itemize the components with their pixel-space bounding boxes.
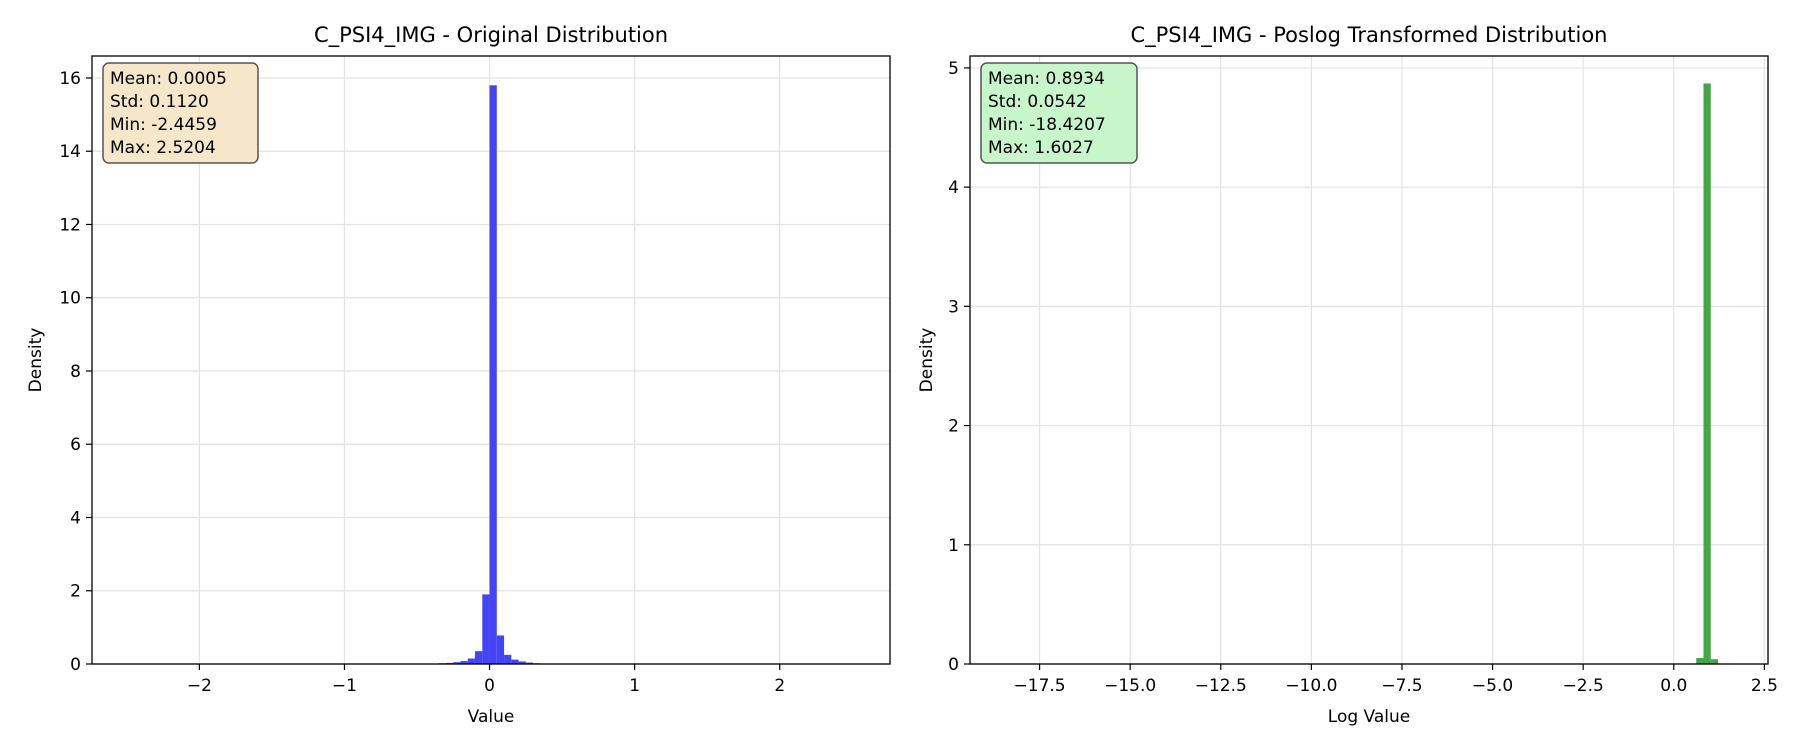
y-tick-label: 1 [948,536,959,556]
plot-frame [91,55,891,665]
chart-title: C_PSI4_IMG - Poslog Transformed Distribu… [1130,23,1607,48]
histogram-bar [525,662,534,664]
histogram-bar [460,661,468,664]
y-tick-label: 2 [70,582,81,602]
x-tick-label: 2 [774,676,785,696]
histogram-bar [453,662,461,664]
y-tick-label: 8 [70,362,81,382]
histogram-bar [475,651,483,664]
poslog-distribution-panel: −17.5 −15.0 −12.5 −10.0 −7.5 −5.0 −2.5 0.0 2.5 0… [917,23,1778,727]
histogram-bar [518,661,526,664]
y-tick-label: 12 [59,215,81,235]
x-tick-label: −12.5 [1195,676,1247,696]
stats-box: Mean: 0.0005 Std: 0.1120 Min: -2.4459 Ma… [102,62,259,164]
y-tick-label: 5 [948,59,959,79]
y-tick-label: 10 [59,289,81,309]
x-tick-label: 0 [484,676,495,696]
y-axis-label: Density [26,328,46,393]
y-axis-ticks: 0 1 2 3 4 5 [948,59,970,675]
histogram-bar [496,635,505,664]
stats-mean: Mean: 0.8934 [988,69,1105,89]
x-tick-label: −5.0 [1472,676,1513,696]
histogram-bar [1703,83,1711,664]
histogram-bars [431,85,548,665]
stats-std: Std: 0.0542 [988,92,1087,112]
stats-mean: Mean: 0.0005 [110,69,227,89]
y-tick-label: 4 [70,508,81,528]
y-tick-label: 6 [70,435,81,455]
stats-box-background [980,62,1138,164]
histogram-bar [467,658,476,664]
y-tick-label: 16 [59,69,81,89]
x-axis-ticks: −17.5 −15.0 −12.5 −10.0 −7.5 −5.0 −2.5 0.0 2.5 [1014,664,1778,696]
x-tick-label: −17.5 [1014,676,1066,696]
y-tick-label: 0 [948,655,959,675]
x-tick-label: 0.0 [1660,676,1687,696]
y-axis-ticks: 0 2 4 6 8 10 12 14 16 [59,69,92,675]
y-tick-label: 2 [948,417,959,437]
y-tick-label: 4 [948,178,959,198]
x-axis-label: Log Value [1328,707,1410,727]
histogram-bar [504,654,512,664]
x-tick-label: 2.5 [1751,676,1778,696]
y-tick-label: 0 [70,655,81,675]
x-axis-ticks: −2 −1 0 1 2 [187,664,785,696]
stats-max: Max: 1.6027 [988,138,1094,158]
x-tick-label: −2.5 [1563,676,1604,696]
x-tick-label: −10.0 [1285,676,1337,696]
x-tick-label: −7.5 [1381,676,1422,696]
y-tick-label: 3 [948,297,959,317]
x-tick-label: −15.0 [1104,676,1156,696]
chart-title: C_PSI4_IMG - Original Distribution [314,23,668,48]
histogram-bar [1696,658,1704,664]
x-tick-label: −1 [332,676,357,696]
histogram-bar [1710,659,1718,664]
histogram-bar [482,594,490,664]
stats-box: Mean: 0.8934 Std: 0.0542 Min: -18.4207 M… [980,62,1138,164]
y-axis-label: Density [917,328,937,393]
histogram-bar [511,659,519,664]
stats-min: Min: -18.4207 [988,115,1106,135]
x-tick-label: −2 [187,676,212,696]
y-tick-label: 14 [59,142,81,162]
histogram-bar [489,85,497,664]
plot-frame [969,55,1769,665]
x-tick-label: 1 [629,676,640,696]
stats-std: Std: 0.1120 [110,92,209,112]
stats-min: Min: -2.4459 [110,115,217,135]
stats-max: Max: 2.5204 [110,138,216,158]
stats-box-background [102,62,259,164]
histogram-bars [1696,83,1718,664]
x-axis-label: Value [468,707,515,727]
